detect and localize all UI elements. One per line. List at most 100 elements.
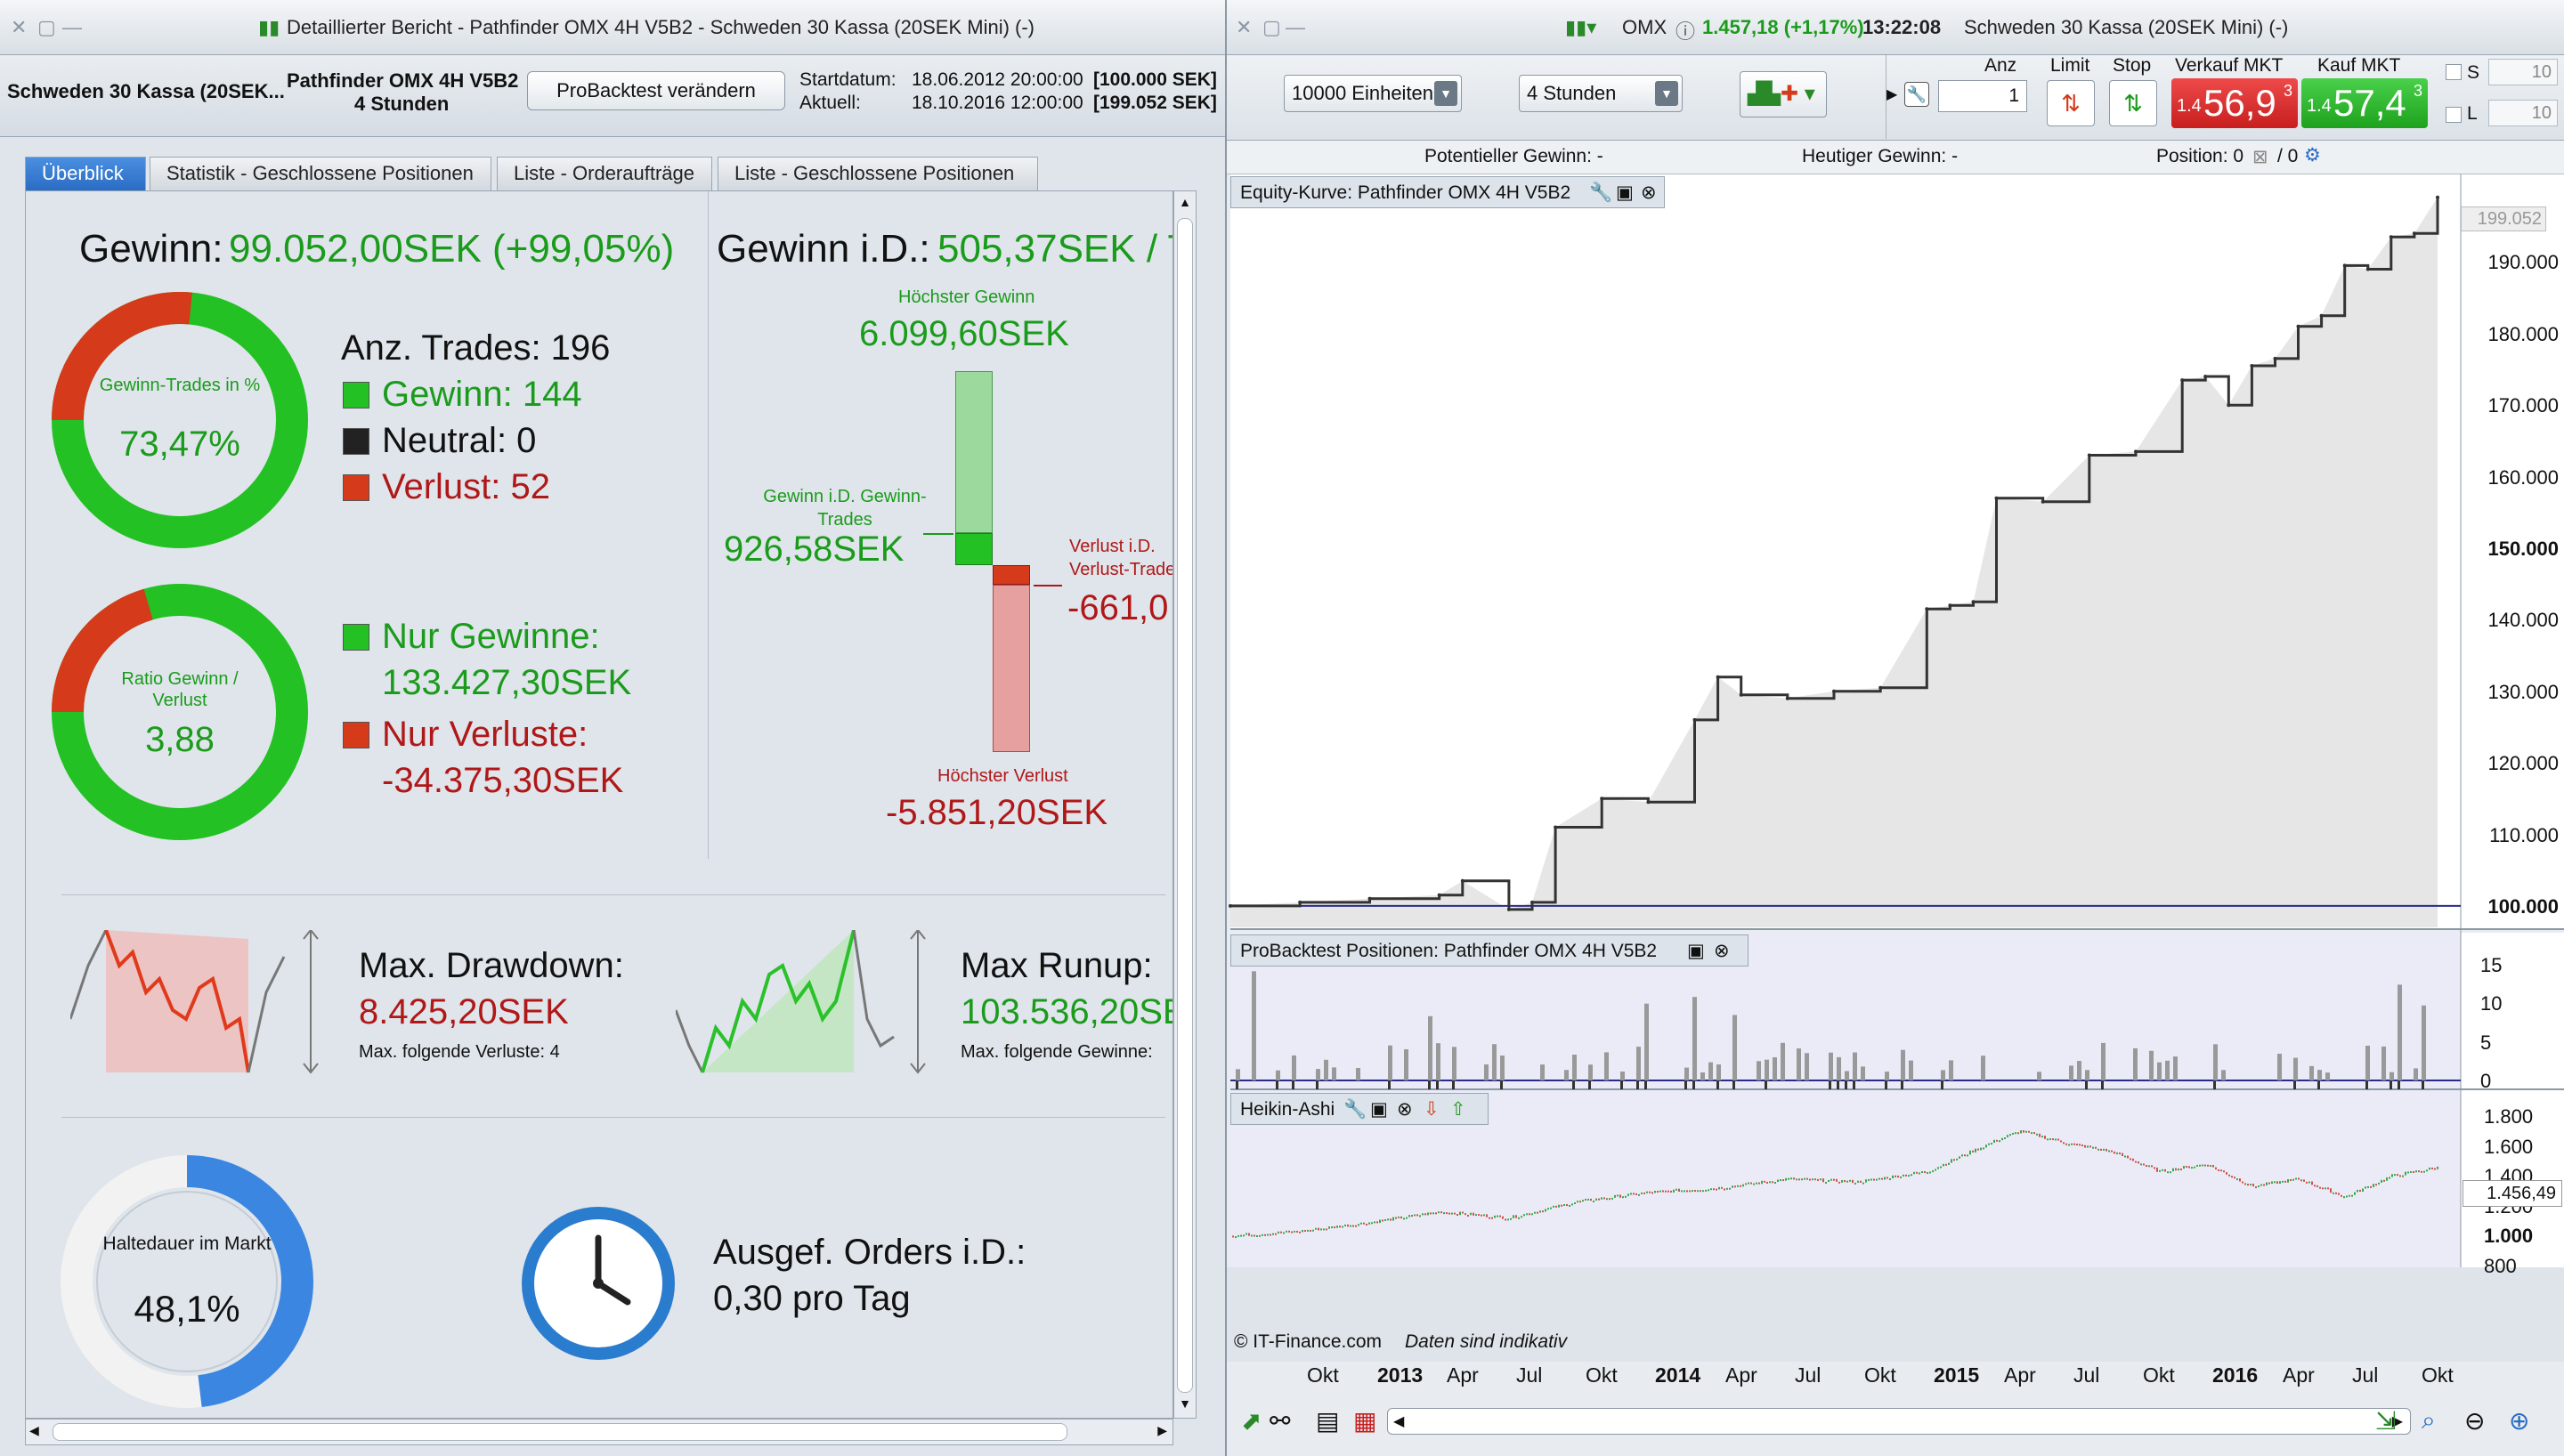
ha-candle bbox=[2357, 1189, 2358, 1193]
gear-icon[interactable]: ⚙ bbox=[2304, 145, 2321, 166]
tab-closed-positions[interactable]: Liste - Geschlossene Positionen bbox=[718, 157, 1038, 190]
vertical-scrollbar[interactable]: ▲ ▼ bbox=[1173, 190, 1197, 1419]
ha-candle bbox=[1272, 1233, 1274, 1235]
scroll-left-icon[interactable]: ◀ bbox=[29, 1423, 39, 1437]
ha-candle bbox=[2415, 1170, 2417, 1173]
period-select[interactable]: 4 Stunden ▼ bbox=[1519, 75, 1683, 112]
position-short-tick bbox=[1500, 1080, 1503, 1089]
scroll-right-icon[interactable]: ▶ bbox=[1157, 1423, 1167, 1437]
ha-candle bbox=[1489, 1217, 1490, 1219]
close-panel-icon[interactable]: ⊗ bbox=[1397, 1099, 1413, 1120]
equity-point bbox=[1785, 696, 1789, 700]
chart-type-icon[interactable]: ▮▮▾ bbox=[1565, 16, 1597, 38]
window-icon[interactable]: ▣ bbox=[1616, 182, 1634, 203]
chart-scrollbar[interactable]: ◀ ▶ bbox=[1387, 1408, 2411, 1435]
drawdown-sub: Max. folgende Verluste: 4 bbox=[359, 1042, 560, 1062]
restore-icon[interactable]: ▢ bbox=[37, 16, 56, 38]
ha-candle bbox=[1403, 1217, 1405, 1220]
restore-icon[interactable]: ▢ bbox=[1262, 16, 1281, 38]
ha-candle bbox=[1334, 1226, 1335, 1229]
wrench-icon[interactable]: 🔧 bbox=[1343, 1099, 1367, 1120]
ha-candle bbox=[1686, 1190, 1688, 1193]
limit-order-button[interactable]: ⇅ bbox=[2047, 80, 2095, 126]
avg-loss-value: -661,0 bbox=[1067, 588, 1169, 627]
ha-candle bbox=[1961, 1154, 1963, 1157]
time-axis-tick: Jul bbox=[1795, 1363, 1822, 1387]
ha-candle bbox=[1678, 1188, 1680, 1192]
close-position-icon[interactable]: ⊠ bbox=[2252, 147, 2268, 167]
wrench-icon[interactable]: 🔧 bbox=[1904, 82, 1929, 107]
strategy-tools-button[interactable]: ▟▙✚ ▾ bbox=[1740, 71, 1827, 117]
s-input[interactable]: 10 bbox=[2488, 59, 2558, 85]
minimize-icon[interactable]: — bbox=[1286, 16, 1305, 38]
window-icon[interactable]: ▣ bbox=[1687, 941, 1705, 961]
close-panel-icon[interactable]: ⊗ bbox=[1714, 941, 1730, 961]
quantity-input[interactable]: 1 bbox=[1938, 80, 2027, 112]
scroll-down-icon[interactable]: ▼ bbox=[1179, 1396, 1191, 1411]
ha-candle bbox=[1326, 1228, 1327, 1231]
runup-sub: Max. folgende Gewinne: bbox=[961, 1042, 1153, 1062]
ha-candle bbox=[2421, 1170, 2422, 1173]
zoom-in-icon[interactable]: ⊕ bbox=[2509, 1407, 2530, 1435]
equity-point bbox=[1692, 717, 1697, 722]
wrench-icon[interactable]: 🔧 bbox=[1589, 182, 1613, 203]
window-icon[interactable]: ▣ bbox=[1370, 1099, 1388, 1120]
units-select[interactable]: 10000 Einheiten ▼ bbox=[1284, 75, 1462, 112]
close-panel-icon[interactable]: ⊗ bbox=[1641, 182, 1657, 203]
ha-candle bbox=[1593, 1201, 1594, 1202]
modify-backtest-button[interactable]: ProBacktest verändern bbox=[527, 71, 785, 110]
ha-candle bbox=[1809, 1178, 1811, 1181]
ratio-red-arc bbox=[52, 584, 308, 840]
scroll-up-icon[interactable]: ▲ bbox=[1179, 195, 1191, 209]
chart-canvas[interactable] bbox=[1227, 174, 2564, 1412]
ha-candle bbox=[1392, 1217, 1394, 1221]
ha-candle bbox=[1713, 1188, 1715, 1191]
scroll-left-icon[interactable]: ◀ bbox=[1393, 1414, 1405, 1429]
horizontal-scroll-thumb[interactable] bbox=[53, 1423, 1067, 1441]
ha-candle bbox=[1718, 1186, 1720, 1190]
ha-candle bbox=[1828, 1179, 1830, 1182]
losses-legend-swatch bbox=[343, 722, 369, 748]
time-axis-tick: 2013 bbox=[1377, 1363, 1424, 1387]
info-icon[interactable]: ⓘ bbox=[1676, 20, 1696, 43]
ha-candle bbox=[2076, 1144, 2078, 1145]
buy-market-button[interactable]: 1.4 57,4 3 bbox=[2301, 78, 2428, 128]
scale-icon[interactable]: ⇲ bbox=[2375, 1407, 2397, 1435]
clock-pin bbox=[593, 1278, 604, 1289]
l-checkbox[interactable] bbox=[2446, 107, 2462, 123]
ha-candle bbox=[2167, 1171, 2169, 1174]
zoom-out-icon[interactable]: ⊖ bbox=[2464, 1407, 2486, 1435]
arrow-up-icon[interactable]: ⇧ bbox=[1450, 1099, 1466, 1120]
vertical-scroll-thumb[interactable] bbox=[1177, 218, 1193, 1393]
l-input[interactable]: 10 bbox=[2488, 100, 2558, 126]
position-short-tick bbox=[2422, 1080, 2424, 1089]
table-icon[interactable]: ▦ bbox=[1353, 1407, 1377, 1435]
sell-market-button[interactable]: 1.4 56,9 3 bbox=[2171, 78, 2298, 128]
zoom-fit-icon[interactable]: ⌕ bbox=[2422, 1406, 2436, 1434]
ha-candle bbox=[1475, 1214, 1477, 1217]
ha-candle bbox=[2079, 1144, 2081, 1146]
tab-overview[interactable]: Überblick bbox=[25, 157, 146, 190]
tab-statistics[interactable]: Statistik - Geschlossene Positionen bbox=[150, 157, 491, 190]
close-icon[interactable]: ✕ bbox=[1236, 16, 1253, 38]
ha-candle bbox=[1705, 1189, 1707, 1192]
tab-orders[interactable]: Liste - Orderaufträge bbox=[497, 157, 712, 190]
horizontal-scrollbar[interactable]: ◀ ▶ bbox=[25, 1419, 1173, 1445]
ha-candle bbox=[2431, 1167, 2433, 1169]
scroll-right-icon[interactable]: ▶ bbox=[2391, 1414, 2403, 1429]
settings-icon[interactable]: ▤ bbox=[1316, 1407, 1340, 1435]
panel-expand-icon[interactable]: ▶ bbox=[1886, 87, 1898, 102]
minimize-icon[interactable]: — bbox=[62, 16, 82, 38]
ha-candle bbox=[1940, 1166, 1942, 1169]
stop-order-button[interactable]: ⇅ bbox=[2109, 80, 2157, 126]
indicator-icon[interactable]: ⚯ bbox=[1270, 1407, 1291, 1435]
position-bar bbox=[1797, 1048, 1801, 1080]
ha-candle bbox=[2092, 1146, 2094, 1149]
s-checkbox[interactable] bbox=[2446, 64, 2462, 80]
ha-candle bbox=[2327, 1187, 2329, 1190]
equity-point bbox=[1971, 600, 1976, 604]
equity-point bbox=[2436, 195, 2439, 199]
close-icon[interactable]: ✕ bbox=[11, 16, 28, 38]
arrow-down-icon[interactable]: ⇩ bbox=[1424, 1099, 1440, 1120]
chart-style-icon[interactable]: ⬈ bbox=[1241, 1407, 1262, 1435]
